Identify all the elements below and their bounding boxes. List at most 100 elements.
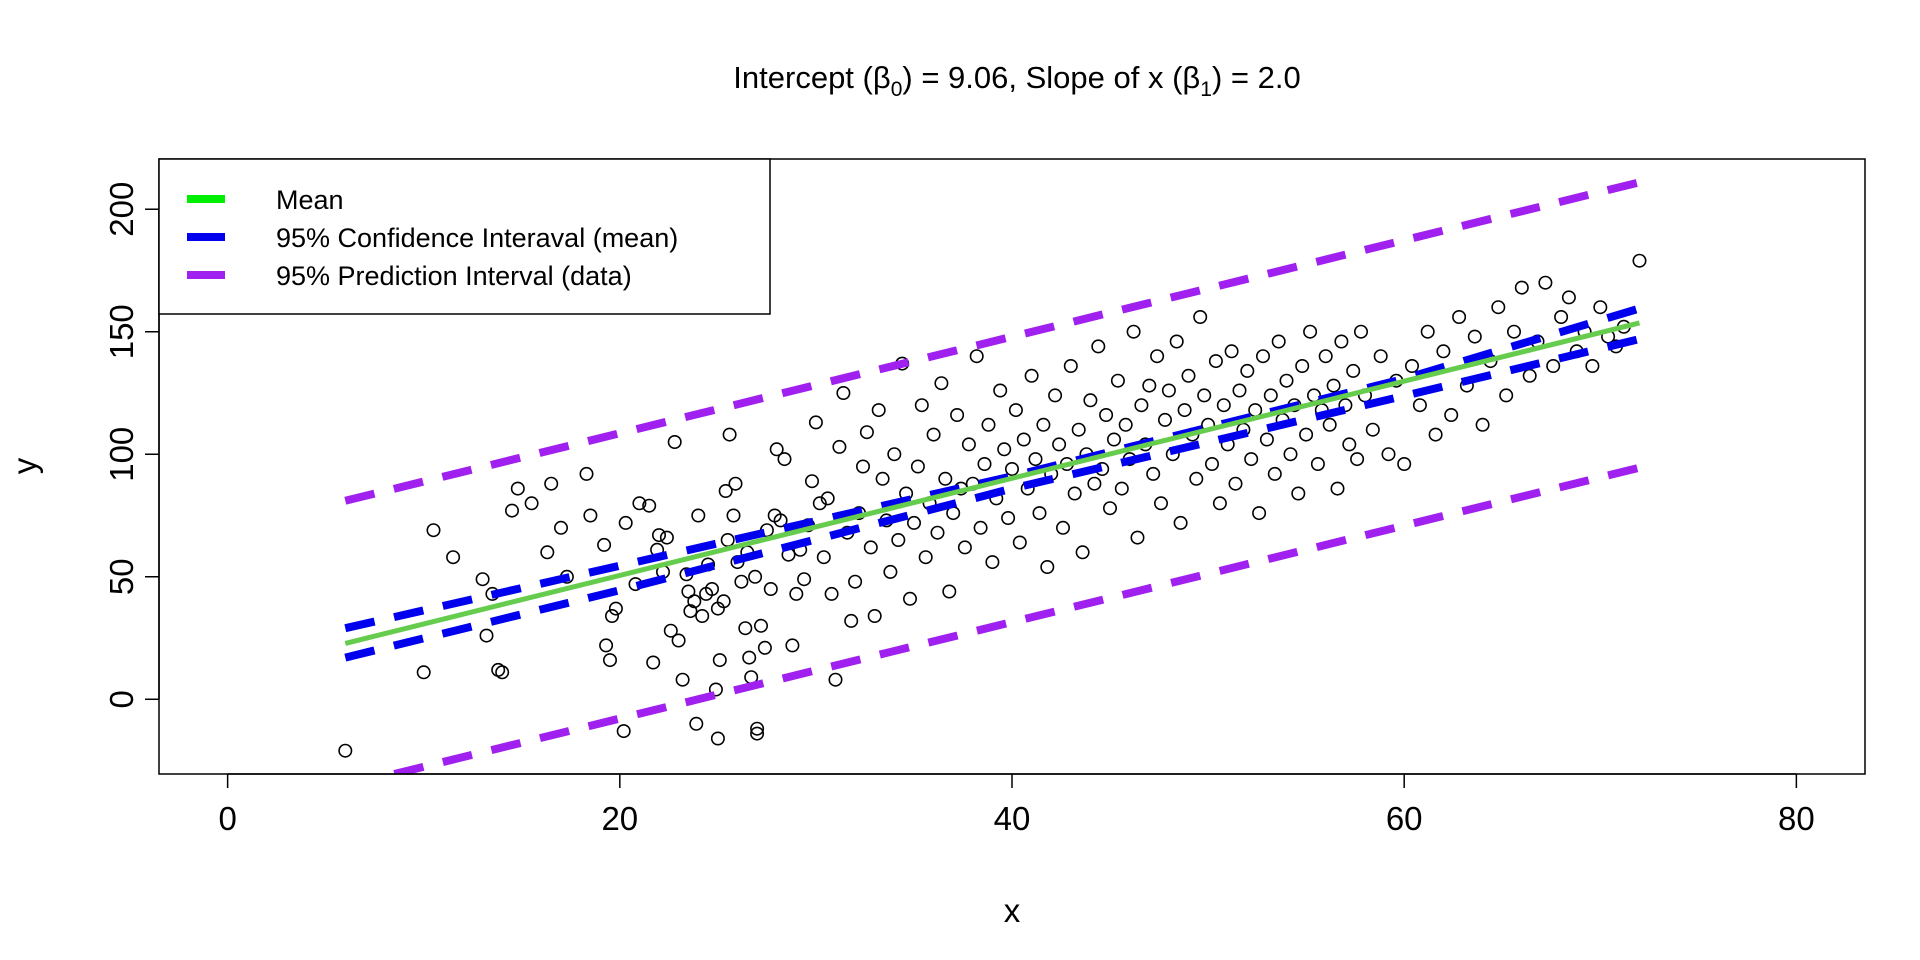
data-point (902, 591, 917, 606)
data-point (836, 385, 851, 400)
data-point (1475, 417, 1490, 432)
data-point (1259, 432, 1274, 447)
data-point (804, 474, 819, 489)
data-point (753, 618, 768, 633)
data-point (1158, 412, 1173, 427)
data-point (712, 653, 727, 668)
data-point (599, 638, 614, 653)
data-point (1012, 535, 1027, 550)
data-point (1271, 334, 1286, 349)
data-point (961, 437, 976, 452)
data-point (1338, 398, 1353, 413)
data-point (1118, 417, 1133, 432)
data-point (583, 508, 598, 523)
plot-area (338, 178, 1647, 774)
data-point (875, 471, 890, 486)
data-point (1197, 388, 1212, 403)
data-point (1350, 452, 1365, 467)
data-point (1001, 510, 1016, 525)
data-point (1016, 432, 1031, 447)
data-point (1299, 427, 1314, 442)
data-point (524, 496, 539, 511)
data-point (1240, 363, 1255, 378)
data-point (942, 584, 957, 599)
data-point (824, 586, 839, 601)
data-point (871, 403, 886, 418)
data-point (973, 520, 988, 535)
data-point (602, 653, 617, 668)
data-point (683, 604, 698, 619)
data-point (859, 425, 874, 440)
data-point (816, 550, 831, 565)
data-point (1032, 506, 1047, 521)
data-point (1114, 481, 1129, 496)
data-point (716, 594, 731, 609)
data-point (540, 545, 555, 560)
data-point (1295, 358, 1310, 373)
data-point (1091, 339, 1106, 354)
data-point (1291, 486, 1306, 501)
data-point (969, 349, 984, 364)
data-point (695, 608, 710, 623)
data-point (728, 476, 743, 491)
data-point (1522, 368, 1537, 383)
data-point (1103, 501, 1118, 516)
data-point (914, 398, 929, 413)
data-point (1212, 496, 1227, 511)
data-point (742, 650, 757, 665)
data-point (828, 672, 843, 687)
data-point (1181, 368, 1196, 383)
data-point (618, 515, 633, 530)
data-point (769, 442, 784, 457)
legend-box (158, 158, 771, 315)
data-point (495, 665, 510, 680)
data-point (446, 550, 461, 565)
data-point (848, 574, 863, 589)
data-point (1075, 545, 1090, 560)
data-point (1134, 398, 1149, 413)
data-point (426, 523, 441, 538)
data-point (1142, 378, 1157, 393)
data-point (1334, 334, 1349, 349)
data-point (1303, 324, 1318, 339)
data-point (718, 483, 733, 498)
data-point (855, 459, 870, 474)
data-point (930, 525, 945, 540)
prediction-upper-line (344, 178, 1641, 505)
legend: Mean 95% Confidence Interaval (mean) 95% P… (158, 158, 771, 315)
data-point (1467, 329, 1482, 344)
data-point (1110, 373, 1125, 388)
data-point (479, 628, 494, 643)
y-axis: 0 50 100 150 200 (103, 182, 160, 708)
data-point (1193, 309, 1208, 324)
mean-line (344, 320, 1641, 646)
data-point (1099, 407, 1114, 422)
x-tick-label: 60 (1386, 800, 1423, 837)
data-point (1252, 506, 1267, 521)
chart-title: Intercept (β0) = 9.06, Slope of x (β1) =… (733, 60, 1300, 101)
y-tick-label: 50 (103, 558, 140, 595)
data-point (797, 572, 812, 587)
data-point (910, 459, 925, 474)
data-point (926, 427, 941, 442)
x-tick-label: 0 (218, 800, 236, 837)
data-point (1008, 403, 1023, 418)
data-point (938, 471, 953, 486)
data-point (883, 564, 898, 579)
legend-label-mean: Mean (276, 185, 344, 215)
data-point (785, 638, 800, 653)
data-point (720, 532, 735, 547)
data-point (1322, 417, 1337, 432)
data-point (1004, 461, 1019, 476)
data-point (704, 581, 719, 596)
data-point (722, 427, 737, 442)
data-point (1593, 300, 1608, 315)
data-point (1063, 358, 1078, 373)
data-point (985, 555, 1000, 570)
data-point (1632, 253, 1647, 268)
scatter-points (338, 253, 1647, 758)
data-point (1126, 324, 1141, 339)
data-point (1267, 466, 1282, 481)
data-point (832, 439, 847, 454)
